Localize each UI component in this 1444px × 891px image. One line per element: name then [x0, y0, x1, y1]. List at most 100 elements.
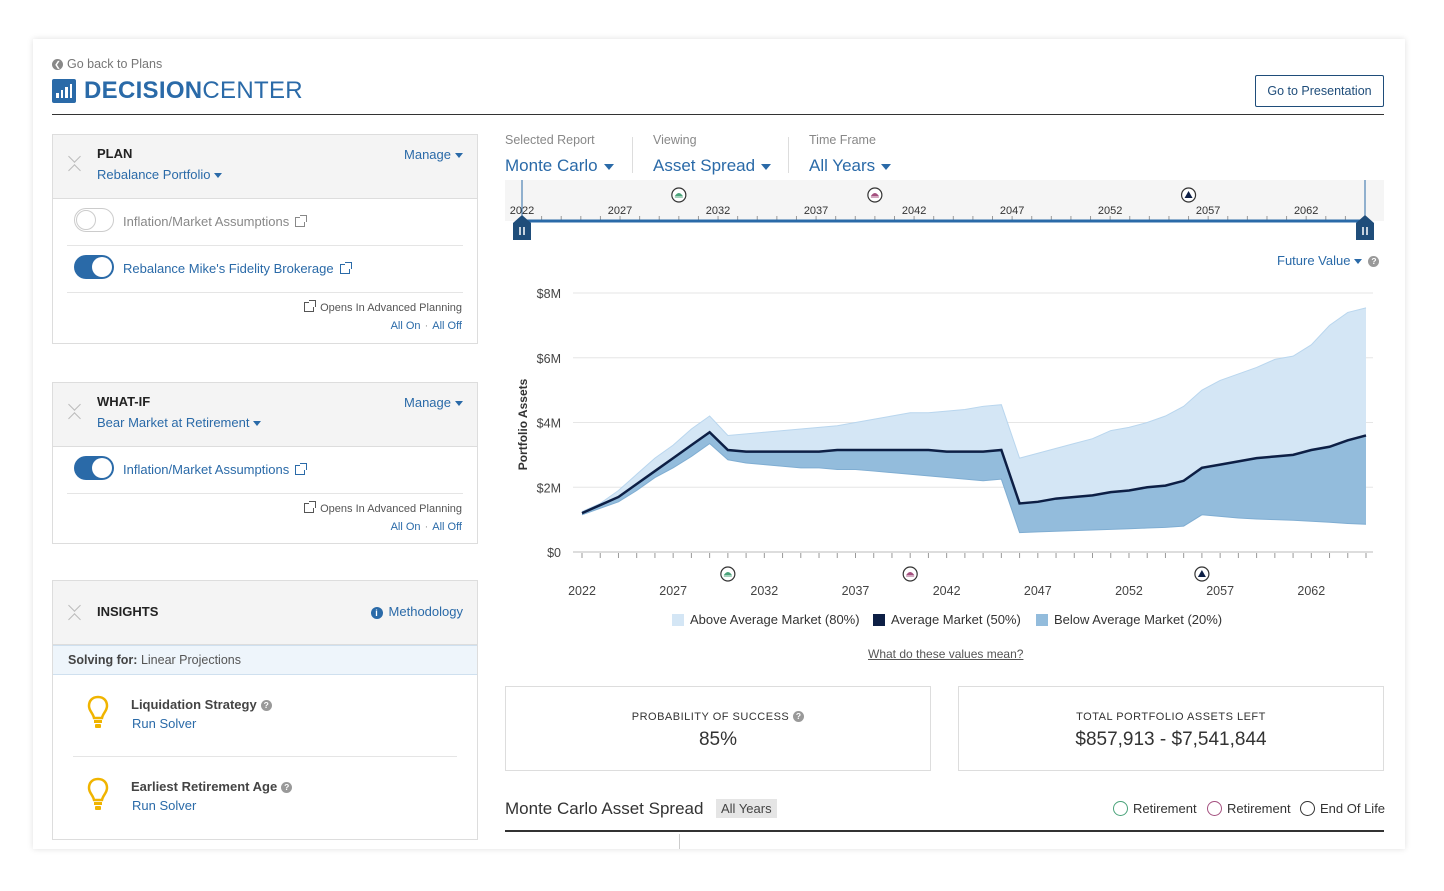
help-icon[interactable]: ? — [260, 700, 272, 711]
toggle-label[interactable]: Rebalance Mike's Fidelity Brokerage — [123, 261, 352, 276]
go-to-presentation-button[interactable]: Go to Presentation — [1255, 75, 1384, 107]
inflation-assumptions-toggle[interactable] — [74, 208, 114, 232]
report-label: Selected Report — [505, 133, 595, 147]
series-below-average-area — [582, 432, 1366, 533]
inflation-assumptions-toggle[interactable] — [74, 456, 114, 480]
timeline-tick-label: 2062 — [1294, 205, 1318, 217]
external-link-icon — [304, 300, 317, 312]
divider — [67, 292, 463, 293]
timeline-tick-label: 2022 — [510, 205, 534, 217]
series-below-average-edge — [581, 442, 1367, 534]
run-solver-link[interactable]: Run Solver — [132, 798, 197, 813]
all-on-off: All On · All Off — [390, 521, 462, 533]
what-if-panel-header: WHAT-IF Bear Market at Retirement Manage — [53, 383, 477, 447]
chevron-down-icon — [214, 173, 223, 179]
insights-panel-header: INSIGHTS i Methodology — [53, 581, 477, 645]
insight-title: Earliest Retirement Age? — [131, 779, 293, 794]
y-tick-label: $0 — [547, 546, 561, 560]
help-icon[interactable]: ? — [1368, 256, 1380, 267]
solving-for-bar: Solving for: Linear Projections — [53, 645, 477, 675]
stat-title: TOTAL PORTFOLIO ASSETS LEFT — [1076, 711, 1266, 723]
plan-manage-button[interactable]: Manage — [404, 147, 463, 162]
back-arrow-icon: ❮ — [52, 58, 63, 70]
legend-retirement-1: Retirement — [1113, 801, 1197, 816]
toggle-label[interactable]: Inflation/Market Assumptions — [123, 214, 308, 229]
opens-advanced-planning-note: Opens In Advanced Planning — [304, 501, 462, 515]
x-tick-label: 2042 — [933, 584, 961, 598]
viewing-label: Viewing — [653, 133, 697, 147]
timeline-tick-label: 2032 — [706, 205, 730, 217]
help-icon[interactable]: ? — [281, 782, 293, 793]
what-if-manage-button[interactable]: Manage — [404, 395, 463, 410]
insights-panel: INSIGHTS i Methodology Solving for: Linea… — [52, 580, 478, 840]
marker-sun — [870, 193, 879, 196]
viewing-selector[interactable]: Asset Spread — [653, 156, 772, 176]
run-solver-link[interactable]: Run Solver — [132, 716, 197, 731]
plan-panel-header: PLAN Rebalance Portfolio Manage — [53, 135, 477, 199]
help-icon[interactable]: ? — [793, 711, 805, 722]
timeframe-selector[interactable]: All Years — [809, 156, 892, 176]
legend-item-below: Below Average Market (20%) — [1036, 612, 1222, 627]
retirement-icon — [720, 566, 736, 582]
handle-shape — [1356, 215, 1374, 240]
series-above-average-edge — [581, 307, 1367, 512]
chevron-down-icon — [881, 163, 892, 170]
brand-wordmark: DECISIONCENTER — [84, 77, 303, 104]
timeline-end-handle[interactable] — [1356, 215, 1374, 240]
timeline-tick-label: 2037 — [804, 205, 828, 217]
report-selector[interactable]: Monte Carlo — [505, 156, 614, 176]
timeline-track-bg — [505, 180, 1384, 221]
end-of-life-icon — [1194, 566, 1210, 582]
stat-value: $857,913 - $7,541,844 — [1075, 729, 1267, 750]
back-label: Go back to Plans — [67, 57, 163, 71]
x-tick-label: 2062 — [1297, 584, 1325, 598]
marker-triangle — [1197, 570, 1206, 577]
timeline-tick-label: 2027 — [608, 205, 632, 217]
end-of-life-icon — [1300, 801, 1315, 816]
values-explanation-link[interactable]: What do these values mean? — [868, 647, 1024, 661]
legend-swatch — [1036, 613, 1048, 626]
legend-retirement-2: Retirement — [1207, 801, 1291, 816]
methodology-link[interactable]: i Methodology — [370, 604, 463, 619]
legend-end-of-life: End Of Life — [1300, 801, 1385, 816]
future-value-selector[interactable]: Future Value? — [1277, 253, 1380, 268]
chevron-down-icon — [253, 421, 262, 427]
external-link-icon — [295, 215, 308, 227]
retirement-icon — [902, 566, 918, 582]
x-tick-label: 2032 — [750, 584, 778, 598]
marker-triangle — [1184, 191, 1193, 198]
all-on-off: All On · All Off — [390, 320, 462, 332]
handle-shape — [513, 215, 531, 240]
insight-title: Liquidation Strategy? — [131, 697, 272, 712]
toggle-label[interactable]: Inflation/Market Assumptions — [123, 462, 308, 477]
external-link-icon — [304, 501, 317, 513]
x-tick-label: 2047 — [1024, 584, 1052, 598]
y-tick-label: $6M — [537, 352, 561, 366]
series-above-average-area — [582, 307, 1366, 514]
what-if-selector[interactable]: Bear Market at Retirement — [97, 415, 262, 430]
external-link-icon — [339, 262, 352, 274]
chevron-down-icon — [455, 153, 463, 159]
retirement-icon — [1113, 801, 1128, 816]
timeline-tick-label: 2047 — [1000, 205, 1024, 217]
insights-title: INSIGHTS — [97, 604, 159, 619]
timeline-slider[interactable]: 2022 2027 2032 2037 2042 2047 2052 2057 2062 — [505, 180, 1384, 240]
timeline-start-handle[interactable] — [513, 215, 531, 240]
retirement-icon — [671, 187, 687, 203]
brand: DECISIONCENTER — [52, 77, 303, 105]
divider — [632, 137, 633, 173]
all-on-link[interactable]: All On — [390, 320, 421, 332]
all-on-link[interactable]: All On — [390, 521, 421, 533]
stat-value: 85% — [698, 729, 738, 750]
end-of-life-icon — [1180, 187, 1197, 203]
y-tick-label: $2M — [537, 481, 561, 495]
marker-sun — [906, 572, 915, 575]
legend-swatch — [873, 613, 885, 626]
back-to-plans-link[interactable]: ❮ Go back to Plans — [52, 57, 162, 71]
plan-selector[interactable]: Rebalance Portfolio — [97, 167, 223, 182]
years-tag: All Years — [716, 799, 777, 818]
info-icon: i — [370, 607, 383, 619]
all-off-link[interactable]: All Off — [432, 320, 462, 332]
all-off-link[interactable]: All Off — [432, 521, 462, 533]
rebalance-brokerage-toggle[interactable] — [74, 255, 114, 279]
